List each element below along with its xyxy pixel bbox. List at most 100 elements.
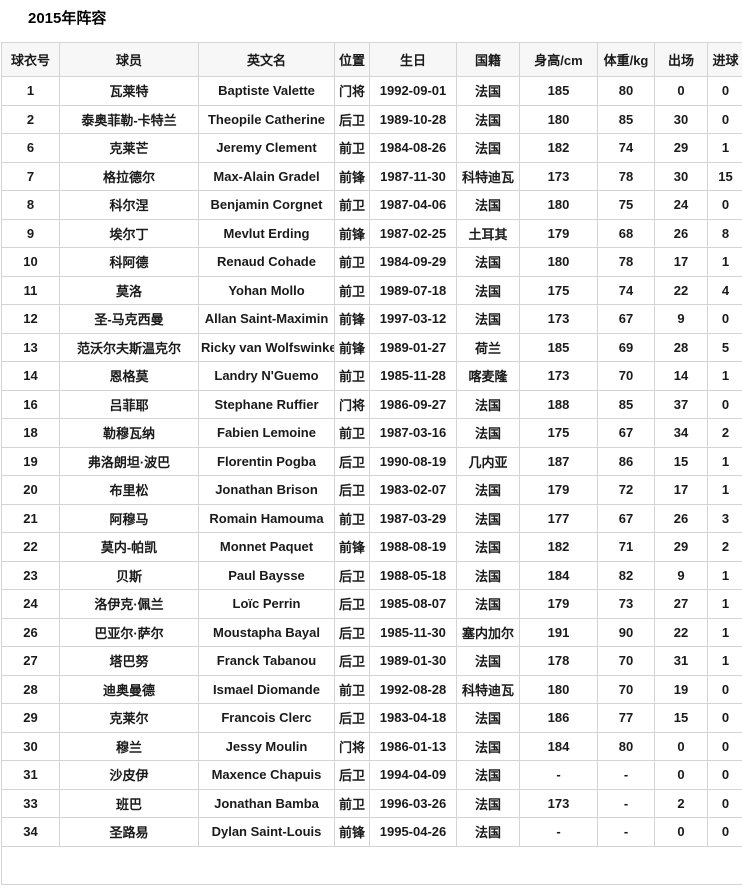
cell-appearances: 24 [654, 190, 708, 220]
cell-appearances: 22 [654, 275, 708, 305]
cell-position: 前锋 [334, 161, 370, 191]
cell-nationality: 法国 [456, 760, 520, 790]
cell-english-name: Stephane Ruffier [198, 389, 335, 419]
cell-goals: 0 [707, 731, 742, 761]
cell-nationality: 法国 [456, 133, 520, 163]
cell-height: 177 [519, 503, 598, 533]
cell-nationality: 塞内加尔 [456, 617, 520, 647]
cell-height: 180 [519, 674, 598, 704]
cell-jersey-number: 28 [1, 674, 60, 704]
cell-english-name: Jonathan Bamba [198, 788, 335, 818]
cell-appearances: 29 [654, 532, 708, 562]
table-row: 9 埃尔丁 Mevlut Erding 前锋 1987-02-25 土耳其 179 68 26 8 [1, 218, 742, 248]
cell-english-name: Ismael Diomande [198, 674, 335, 704]
cell-appearances: 22 [654, 617, 708, 647]
cell-appearances: 26 [654, 503, 708, 533]
cell-player-name: 范沃尔夫斯温克尔 [59, 332, 199, 362]
table-row: 23 贝斯 Paul Baysse 后卫 1988-05-18 法国 184 82 9 1 [1, 560, 742, 590]
cell-english-name: Maxence Chapuis [198, 760, 335, 790]
cell-height: 173 [519, 161, 598, 191]
cell-position: 后卫 [334, 646, 370, 676]
cell-birthday: 1997-03-12 [369, 304, 457, 334]
cell-player-name: 班巴 [59, 788, 199, 818]
table-row: 12 圣-马克西曼 Allan Saint-Maximin 前锋 1997-03-12 法… [1, 304, 742, 334]
cell-goals: 3 [707, 503, 742, 533]
cell-weight: 73 [597, 589, 655, 619]
cell-player-name: 穆兰 [59, 731, 199, 761]
cell-english-name: Theopile Catherine [198, 104, 335, 134]
cell-position: 后卫 [334, 475, 370, 505]
column-header-nationality: 国籍 [456, 42, 520, 77]
cell-appearances: 37 [654, 389, 708, 419]
table-row: 29 克莱尔 Francois Clerc 后卫 1983-04-18 法国 186 77 15… [1, 703, 742, 733]
cell-player-name: 莫洛 [59, 275, 199, 305]
cell-appearances: 9 [654, 560, 708, 590]
cell-height: 185 [519, 76, 598, 106]
cell-jersey-number: 9 [1, 218, 60, 248]
cell-jersey-number: 14 [1, 361, 60, 391]
cell-weight: 70 [597, 361, 655, 391]
cell-appearances: 9 [654, 304, 708, 334]
cell-appearances: 0 [654, 817, 708, 847]
cell-nationality: 科特迪瓦 [456, 161, 520, 191]
cell-appearances: 14 [654, 361, 708, 391]
cell-position: 前锋 [334, 218, 370, 248]
table-row: 22 莫内-帕凯 Monnet Paquet 前锋 1988-08-19 法国 182 71 2… [1, 532, 742, 562]
cell-position: 门将 [334, 731, 370, 761]
cell-appearances: 2 [654, 788, 708, 818]
cell-player-name: 科尔涅 [59, 190, 199, 220]
cell-jersey-number: 12 [1, 304, 60, 334]
cell-player-name: 布里松 [59, 475, 199, 505]
cell-height: 185 [519, 332, 598, 362]
cell-player-name: 埃尔丁 [59, 218, 199, 248]
cell-jersey-number: 27 [1, 646, 60, 676]
cell-height: 182 [519, 532, 598, 562]
cell-weight: 67 [597, 304, 655, 334]
cell-birthday: 1989-01-30 [369, 646, 457, 676]
cell-goals: 2 [707, 418, 742, 448]
cell-height: 182 [519, 133, 598, 163]
cell-birthday: 1987-11-30 [369, 161, 457, 191]
cell-position: 前卫 [334, 133, 370, 163]
column-header-goals: 进球 [707, 42, 742, 77]
cell-height: 178 [519, 646, 598, 676]
cell-height: 173 [519, 361, 598, 391]
table-row: 11 莫洛 Yohan Mollo 前卫 1989-07-18 法国 175 74 22 4 [1, 275, 742, 305]
cell-birthday: 1992-09-01 [369, 76, 457, 106]
cell-position: 前卫 [334, 503, 370, 533]
cell-english-name: Ricky van Wolfswinkel [198, 332, 335, 362]
cell-position: 前锋 [334, 304, 370, 334]
cell-position: 前卫 [334, 674, 370, 704]
table-row: 6 克莱芒 Jeremy Clement 前卫 1984-08-26 法国 182 74 29 1 [1, 133, 742, 163]
cell-weight: 85 [597, 389, 655, 419]
cell-appearances: 28 [654, 332, 708, 362]
cell-nationality: 法国 [456, 788, 520, 818]
cell-english-name: Yohan Mollo [198, 275, 335, 305]
cell-appearances: 34 [654, 418, 708, 448]
table-row: 30 穆兰 Jessy Moulin 门将 1986-01-13 法国 184 80 0 0 [1, 731, 742, 761]
cell-goals: 8 [707, 218, 742, 248]
cell-goals: 2 [707, 532, 742, 562]
cell-position: 前锋 [334, 332, 370, 362]
cell-nationality: 法国 [456, 817, 520, 847]
cell-weight: 74 [597, 133, 655, 163]
table-row: 20 布里松 Jonathan Brison 后卫 1983-02-07 法国 179 72 1… [1, 475, 742, 505]
table-row: 26 巴亚尔·萨尔 Moustapha Bayal 后卫 1985-11-30 塞内加尔 1… [1, 617, 742, 647]
cell-english-name: Loïc Perrin [198, 589, 335, 619]
cell-position: 后卫 [334, 760, 370, 790]
cell-nationality: 法国 [456, 418, 520, 448]
cell-player-name: 圣路易 [59, 817, 199, 847]
cell-english-name: Franck Tabanou [198, 646, 335, 676]
cell-weight: 90 [597, 617, 655, 647]
cell-player-name: 贝斯 [59, 560, 199, 590]
cell-birthday: 1984-09-29 [369, 247, 457, 277]
cell-goals: 15 [707, 161, 742, 191]
cell-jersey-number: 8 [1, 190, 60, 220]
cell-nationality: 法国 [456, 104, 520, 134]
cell-nationality: 法国 [456, 703, 520, 733]
cell-goals: 0 [707, 76, 742, 106]
cell-birthday: 1987-02-25 [369, 218, 457, 248]
cell-height: 179 [519, 218, 598, 248]
